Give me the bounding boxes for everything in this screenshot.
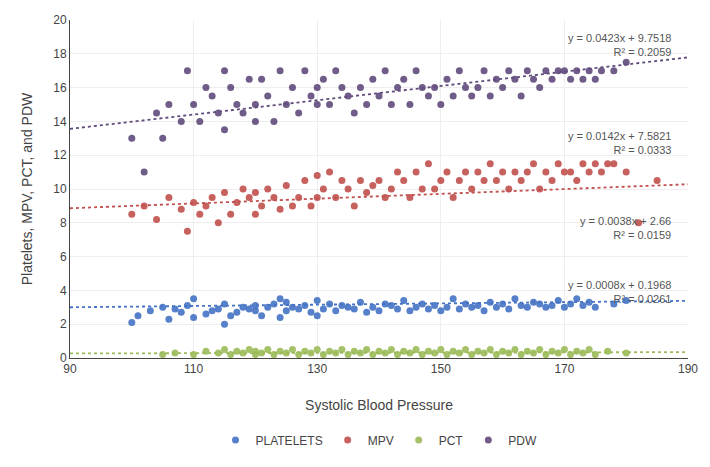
svg-text:y = 0.0423x + 9.7518R² = 0.205: y = 0.0423x + 9.7518R² = 0.2059 <box>568 32 671 58</box>
svg-text:130: 130 <box>307 362 327 376</box>
svg-text:90: 90 <box>63 362 77 376</box>
svg-text:10: 10 <box>53 182 67 196</box>
svg-text:12: 12 <box>53 148 67 162</box>
svg-text:16: 16 <box>53 81 67 95</box>
svg-text:Systolic Blood Pressure: Systolic Blood Pressure <box>305 397 453 413</box>
svg-text:150: 150 <box>431 362 451 376</box>
svg-text:MPV: MPV <box>368 434 394 448</box>
svg-text:PCT: PCT <box>439 434 464 448</box>
svg-text:6: 6 <box>60 250 67 264</box>
svg-text:Platelets, MPV, PCT, and PDW: Platelets, MPV, PCT, and PDW <box>19 92 35 285</box>
svg-text:14: 14 <box>53 115 67 129</box>
svg-text:190: 190 <box>678 362 698 376</box>
svg-text:4: 4 <box>60 284 67 298</box>
svg-text:20: 20 <box>53 13 67 27</box>
svg-text:0: 0 <box>60 351 67 365</box>
svg-text:y = 0.0008x + 0.1968R² = 0.026: y = 0.0008x + 0.1968R² = 0.0261 <box>568 279 671 305</box>
svg-text:PDW: PDW <box>508 434 537 448</box>
svg-text:18: 18 <box>53 47 67 61</box>
svg-text:110: 110 <box>184 362 203 376</box>
svg-text:y = 0.0142x + 7.5821R² = 0.033: y = 0.0142x + 7.5821R² = 0.0333 <box>568 130 671 156</box>
svg-text:2: 2 <box>60 317 67 331</box>
svg-text:170: 170 <box>554 362 574 376</box>
svg-text:PLATELETS: PLATELETS <box>256 434 323 448</box>
svg-text:8: 8 <box>60 216 67 230</box>
svg-text:y = 0.0038x + 2.66R² = 0.0159: y = 0.0038x + 2.66R² = 0.0159 <box>580 215 671 241</box>
